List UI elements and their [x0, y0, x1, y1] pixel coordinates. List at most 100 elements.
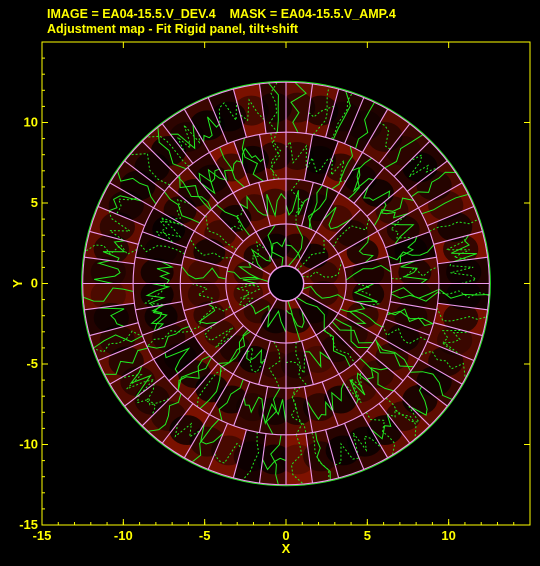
- panel-spoke: [124, 160, 166, 192]
- outer-rim-contour: [81, 80, 491, 487]
- contour-line: [408, 154, 440, 178]
- panel-spoke: [84, 302, 135, 311]
- contour-line: [331, 145, 354, 190]
- contour-line: [158, 220, 184, 244]
- contour-line: [296, 297, 325, 330]
- contour-line: [145, 383, 156, 417]
- contour-line: [345, 264, 392, 281]
- contour-line: [221, 331, 251, 368]
- panel-spoke: [183, 414, 211, 459]
- heatmap-shade: [193, 238, 226, 266]
- heatmap-shade: [90, 256, 126, 287]
- panel-spoke: [325, 429, 340, 479]
- contour-line: [302, 260, 343, 278]
- heatmap-shade: [437, 325, 473, 356]
- contour-line: [331, 382, 345, 412]
- heatmap-panel: [225, 253, 271, 284]
- contour-line: [262, 399, 287, 426]
- contour-line: [438, 288, 490, 299]
- panel-spoke: [378, 403, 411, 444]
- contour-line: [380, 201, 410, 219]
- contour-line: [204, 323, 235, 348]
- contour-line: [177, 355, 211, 391]
- heatmap-shade: [256, 92, 292, 123]
- heatmap-panel: [124, 375, 178, 426]
- contour-line: [391, 287, 440, 302]
- contour-line: [236, 283, 259, 307]
- panel-spoke: [124, 375, 166, 407]
- contour-line: [384, 134, 424, 169]
- y-axis-title: Y: [10, 279, 25, 288]
- contour-line: [446, 236, 470, 261]
- heatmap-panel: [184, 414, 228, 470]
- panel-spoke: [210, 209, 244, 242]
- heatmap-panel: [286, 82, 313, 134]
- contour-line: [382, 325, 428, 345]
- contour-line: [270, 236, 287, 259]
- heatmap-panel: [233, 83, 267, 138]
- contour-line: [322, 206, 352, 230]
- panel-spoke: [109, 358, 154, 385]
- contour-line: [146, 330, 193, 348]
- panel-spoke: [255, 298, 278, 336]
- contour-line: [331, 92, 353, 140]
- contour-line: [242, 147, 265, 166]
- heatmap-panel: [258, 178, 286, 226]
- heatmap-shade: [144, 236, 178, 265]
- contour-line: [370, 413, 392, 440]
- y-tick-label: -10: [19, 437, 38, 452]
- panel-spoke: [141, 140, 179, 177]
- contour-line: [436, 307, 487, 322]
- panel-spoke: [315, 334, 340, 375]
- contour-line: [267, 309, 287, 333]
- contour-line: [239, 98, 265, 122]
- contour-line: [190, 305, 231, 330]
- heatmap-panel: [82, 257, 135, 284]
- panel-spoke: [183, 108, 211, 153]
- panel-spoke: [385, 231, 430, 249]
- contour-line: [268, 341, 281, 389]
- panel-spoke: [393, 140, 431, 177]
- contour-line: [290, 387, 307, 434]
- contour-line: [157, 127, 187, 170]
- panel-spoke: [194, 230, 235, 255]
- contour-line: [117, 170, 157, 205]
- contour-line: [146, 135, 190, 167]
- contour-line: [152, 305, 168, 332]
- contour-line: [249, 303, 270, 315]
- heatmap-panel: [316, 325, 361, 375]
- heatmap-panel: [233, 182, 271, 232]
- chart-subtitle: Adjustment map - Fit Rigid panel, tilt+s…: [47, 22, 299, 36]
- y-tick-label: -5: [26, 356, 38, 371]
- heatmap-panel: [109, 359, 165, 407]
- panel-spoke: [301, 182, 314, 227]
- panel-spoke: [258, 182, 271, 227]
- contour-line: [297, 237, 325, 271]
- contour-line: [218, 379, 244, 422]
- contour-line: [421, 193, 469, 215]
- heatmap-panel: [162, 109, 210, 164]
- heatmap-shade: [346, 238, 379, 266]
- heatmap-panel: [135, 231, 187, 266]
- heatmap-panel: [304, 381, 339, 433]
- panel-spoke: [135, 256, 182, 266]
- panel-spoke: [194, 312, 235, 337]
- panel-spoke: [142, 318, 187, 336]
- contour-line: [387, 308, 434, 327]
- contour-line: [189, 238, 232, 259]
- heatmap-panel: [153, 335, 206, 381]
- contour-line: [241, 137, 264, 182]
- contour-line: [411, 171, 456, 198]
- contour-line: [323, 329, 351, 367]
- panel-spoke: [84, 256, 135, 265]
- contour-line: [358, 236, 374, 263]
- panel-spoke: [153, 335, 195, 360]
- contour-line: [262, 457, 287, 471]
- contour-line: [410, 386, 428, 416]
- contour-line: [179, 174, 211, 211]
- contour-line: [330, 156, 346, 182]
- panel-spoke: [337, 312, 378, 337]
- y-tick-label: -15: [19, 517, 38, 532]
- panel-spoke: [328, 325, 362, 358]
- heatmap-panel: [379, 123, 430, 177]
